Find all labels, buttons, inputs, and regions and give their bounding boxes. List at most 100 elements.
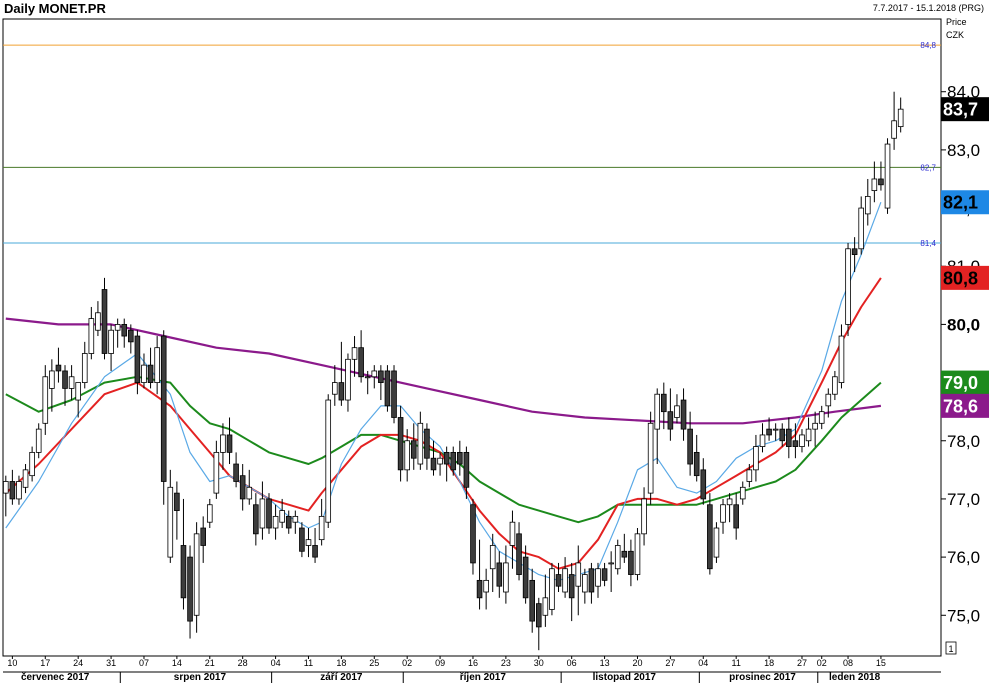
- x-tick-label: 11: [732, 658, 741, 668]
- candle-body: [29, 451, 35, 477]
- candle-body: [614, 545, 621, 570]
- candle-body: [568, 574, 575, 599]
- candle-body: [661, 393, 667, 413]
- candle-body: [16, 481, 22, 500]
- candle-body: [299, 527, 305, 552]
- candle-body: [213, 451, 220, 494]
- candle-body: [582, 574, 588, 593]
- candle-body: [522, 556, 529, 599]
- sma-red-line: [5, 277, 882, 570]
- sma-fast-line: [5, 201, 882, 582]
- candle-body: [700, 469, 707, 500]
- price-badge-label-3: 79,0: [943, 373, 978, 393]
- candle-body: [108, 329, 114, 354]
- candle-body: [535, 603, 542, 628]
- candlesticks: [3, 91, 904, 651]
- candle-body: [851, 248, 858, 256]
- candle-body: [437, 457, 443, 465]
- candle-body: [404, 440, 410, 471]
- x-tick-label: 21: [205, 658, 215, 668]
- x-tick-label: 04: [698, 658, 708, 668]
- candle-body: [253, 504, 259, 535]
- candle-body: [351, 347, 358, 360]
- candle-body: [81, 353, 88, 383]
- currency-label: CZK: [946, 30, 964, 40]
- y-tick-label: 80,0: [947, 315, 980, 334]
- candle-body: [180, 545, 187, 599]
- x-tick-label: 31: [106, 658, 116, 668]
- moving-averages: [5, 201, 882, 582]
- month-label: září 2017: [320, 672, 363, 683]
- candle-body: [746, 469, 753, 482]
- candle-body: [338, 382, 345, 401]
- candle-body: [187, 556, 193, 622]
- candle-body: [503, 562, 509, 593]
- candle-body: [470, 504, 476, 564]
- x-tick-label: 16: [468, 658, 478, 668]
- candle-body: [200, 527, 207, 546]
- x-tick-label: 08: [843, 658, 853, 668]
- candle-body: [707, 504, 713, 570]
- month-label: červenec 2017: [21, 672, 90, 683]
- candle-body: [239, 475, 246, 500]
- candle-body: [424, 428, 430, 459]
- candle-body: [167, 486, 174, 558]
- x-tick-label: 20: [632, 658, 642, 668]
- candle-body: [641, 498, 647, 535]
- x-tick-label: 13: [600, 658, 610, 668]
- candle-body: [575, 562, 582, 587]
- candle-body: [838, 335, 845, 383]
- x-tick-label: 11: [304, 658, 313, 668]
- candle-body: [753, 446, 759, 471]
- candle-body: [128, 329, 134, 343]
- x-tick-label: 24: [73, 658, 83, 668]
- candle-body: [121, 324, 128, 337]
- price-badge-label-2: 80,8: [943, 268, 978, 288]
- candle-body: [233, 463, 239, 482]
- candle-body: [628, 550, 634, 575]
- candle-body: [845, 248, 851, 325]
- y-axis: 84,083,082,081,080,079,078,077,076,075,0: [941, 83, 980, 625]
- candle-body: [101, 289, 108, 354]
- candle-body: [674, 405, 680, 418]
- x-tick-label: 04: [271, 658, 281, 668]
- candle-body: [75, 382, 81, 401]
- candle-body: [285, 515, 292, 529]
- candle-body: [634, 533, 641, 575]
- page-indicator[interactable]: 1: [948, 644, 953, 654]
- candle-body: [726, 498, 733, 506]
- candle-body: [476, 579, 483, 599]
- candle-body: [384, 370, 391, 407]
- candle-body: [667, 411, 674, 430]
- candle-body: [134, 335, 141, 383]
- candle-body: [457, 451, 463, 465]
- candle-body: [713, 527, 720, 558]
- candle-body: [443, 451, 450, 465]
- candle-body: [226, 434, 233, 453]
- candle-body: [529, 579, 535, 622]
- candle-body: [555, 574, 562, 587]
- candle-body: [193, 533, 200, 616]
- candle-body: [49, 370, 55, 389]
- x-tick-label: 25: [369, 658, 379, 668]
- candle-body: [220, 434, 226, 453]
- candle-body: [864, 196, 871, 215]
- candle-body: [897, 108, 904, 128]
- x-tick-label: 06: [567, 658, 577, 668]
- candle-body: [792, 440, 799, 447]
- month-label: prosinec 2017: [729, 672, 796, 683]
- candle-body: [9, 481, 16, 500]
- candle-body: [595, 568, 601, 587]
- candle-body: [496, 562, 503, 587]
- candle-body: [871, 178, 878, 192]
- candle-body: [693, 451, 700, 477]
- candle-body: [812, 422, 818, 430]
- page-box[interactable]: [945, 641, 957, 655]
- candle-body: [364, 376, 371, 379]
- candle-body: [818, 411, 825, 424]
- y-tick-label: 78,0: [947, 432, 980, 451]
- candle-body: [358, 347, 364, 378]
- candle-body: [35, 428, 42, 453]
- y-tick-label: 77,0: [947, 490, 980, 509]
